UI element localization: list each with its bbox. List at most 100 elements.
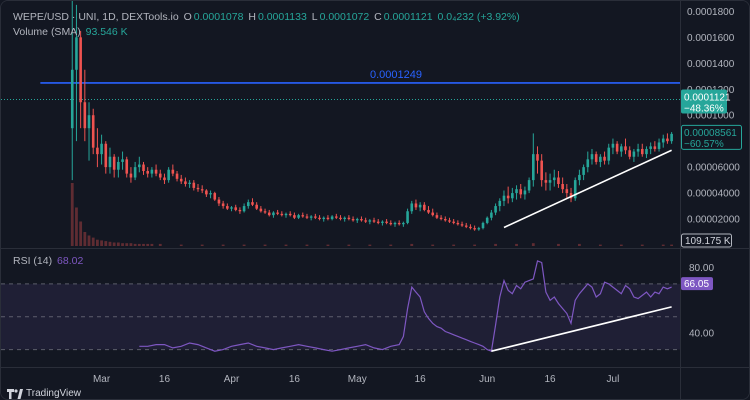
price-label-bg [681,124,742,150]
volume-bar [125,243,129,246]
price-trendline [503,149,672,229]
price-label-change: −48.36% [684,104,724,115]
candle-body [561,184,564,190]
rsi-trendline [491,306,672,352]
candle-body [234,207,238,210]
price-label-value: 0.0001121 [684,93,731,104]
tradingview-logo-icon [7,388,23,399]
high-value: 0.0001133 [257,11,307,23]
candle-body [179,178,183,182]
candle-body [615,143,619,152]
candle-body [410,203,414,212]
volume-bar [242,244,246,246]
candle-body [230,207,233,209]
time-tick-label: 16 [545,374,557,385]
candle-body [129,173,133,178]
volume-bar [83,232,87,246]
candle-body [238,209,242,212]
price-tick-label: 0.0001800 [687,7,735,18]
volume-bar [661,244,665,246]
candle-body [251,202,254,205]
price-label-change: −60.57% [684,139,724,150]
candle-body [330,216,334,220]
candle-body [385,221,388,223]
volume-bar [389,244,393,246]
time-tick-label: Jul [607,374,620,385]
candle-body [481,222,485,229]
candle-body [431,212,435,216]
price-tick-label: 0.00002000 [687,215,740,226]
volume-bar [150,243,154,246]
candle-body [146,171,149,174]
time-tick-label: 16 [289,374,301,385]
candle-body [657,142,661,149]
volume-bar [326,244,330,246]
candle-body [305,216,309,218]
candle-body [397,222,401,225]
candle-body [221,203,225,207]
candle-body [163,177,166,181]
candle-body [640,148,644,155]
volume-bar [473,244,477,246]
low-value: 0.0001072 [319,11,370,23]
volume-label-bg [681,233,732,248]
candle-body [439,217,443,220]
price-label-bg [681,89,727,114]
volume-bar [146,243,150,246]
candle-body [515,189,518,194]
low-label: L [311,11,318,23]
candle-body [100,143,103,155]
candle-body [624,146,627,151]
candle-body [263,211,267,213]
candle-body [532,154,535,181]
candle-body [578,174,581,181]
candle-body [158,173,162,178]
candle-body [452,221,455,223]
candle-body [590,154,594,160]
volume-bar [137,243,141,246]
candle-body [117,161,120,170]
candle-body [217,199,221,204]
candle-body [150,169,154,174]
brand-label: TradingView [26,388,82,399]
volume-bar [179,244,183,246]
volume-bar [410,243,414,246]
candle-body [402,222,405,225]
candle-body [200,189,204,191]
candle-body [351,219,355,221]
volume-bar [221,244,225,246]
volume-bar [200,244,204,246]
candle-body [184,181,187,184]
volume-bar [515,243,518,246]
candle-body [473,228,476,230]
candle-body [175,173,179,179]
volume-bar [305,244,309,246]
volume-label: Volume (SMA) [13,26,81,38]
candle-body [544,180,548,183]
close-label: C [374,11,382,23]
candle-body [548,180,552,183]
candle-body [611,143,615,148]
time-tick-label: Apr [224,374,240,385]
candle-body [460,224,464,226]
volume-bar [133,243,137,246]
volume-bar [100,240,103,246]
volume-bar [87,235,91,246]
price-label-value: 0.00008561 [684,128,737,139]
candle-body [138,164,141,168]
candle-body [297,215,300,218]
volume-bar [108,241,112,246]
volume-bar [142,243,145,246]
price-tick-label: 0.00004000 [687,189,740,200]
candle-body [360,219,363,221]
candle-body [79,37,82,103]
volume-bar [129,243,133,246]
candle-body [314,216,317,218]
tradingview-brand[interactable]: TradingView [7,388,81,399]
candle-body [414,203,418,208]
time-tick-label: 16 [159,374,171,385]
candle-body [347,217,351,220]
candle-body [125,159,129,174]
candle-body [83,102,87,129]
